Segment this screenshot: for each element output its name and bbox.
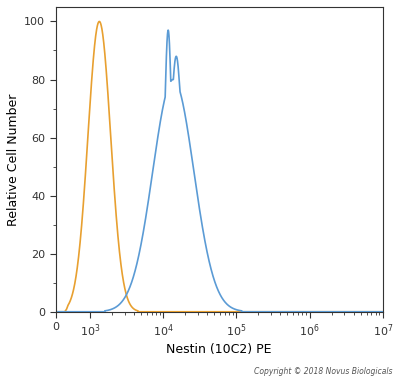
X-axis label: Nestin (10C2) PE: Nestin (10C2) PE [166,343,272,356]
Text: Copyright © 2018 Novus Biologicals: Copyright © 2018 Novus Biologicals [254,367,392,376]
Y-axis label: Relative Cell Number: Relative Cell Number [7,93,20,226]
